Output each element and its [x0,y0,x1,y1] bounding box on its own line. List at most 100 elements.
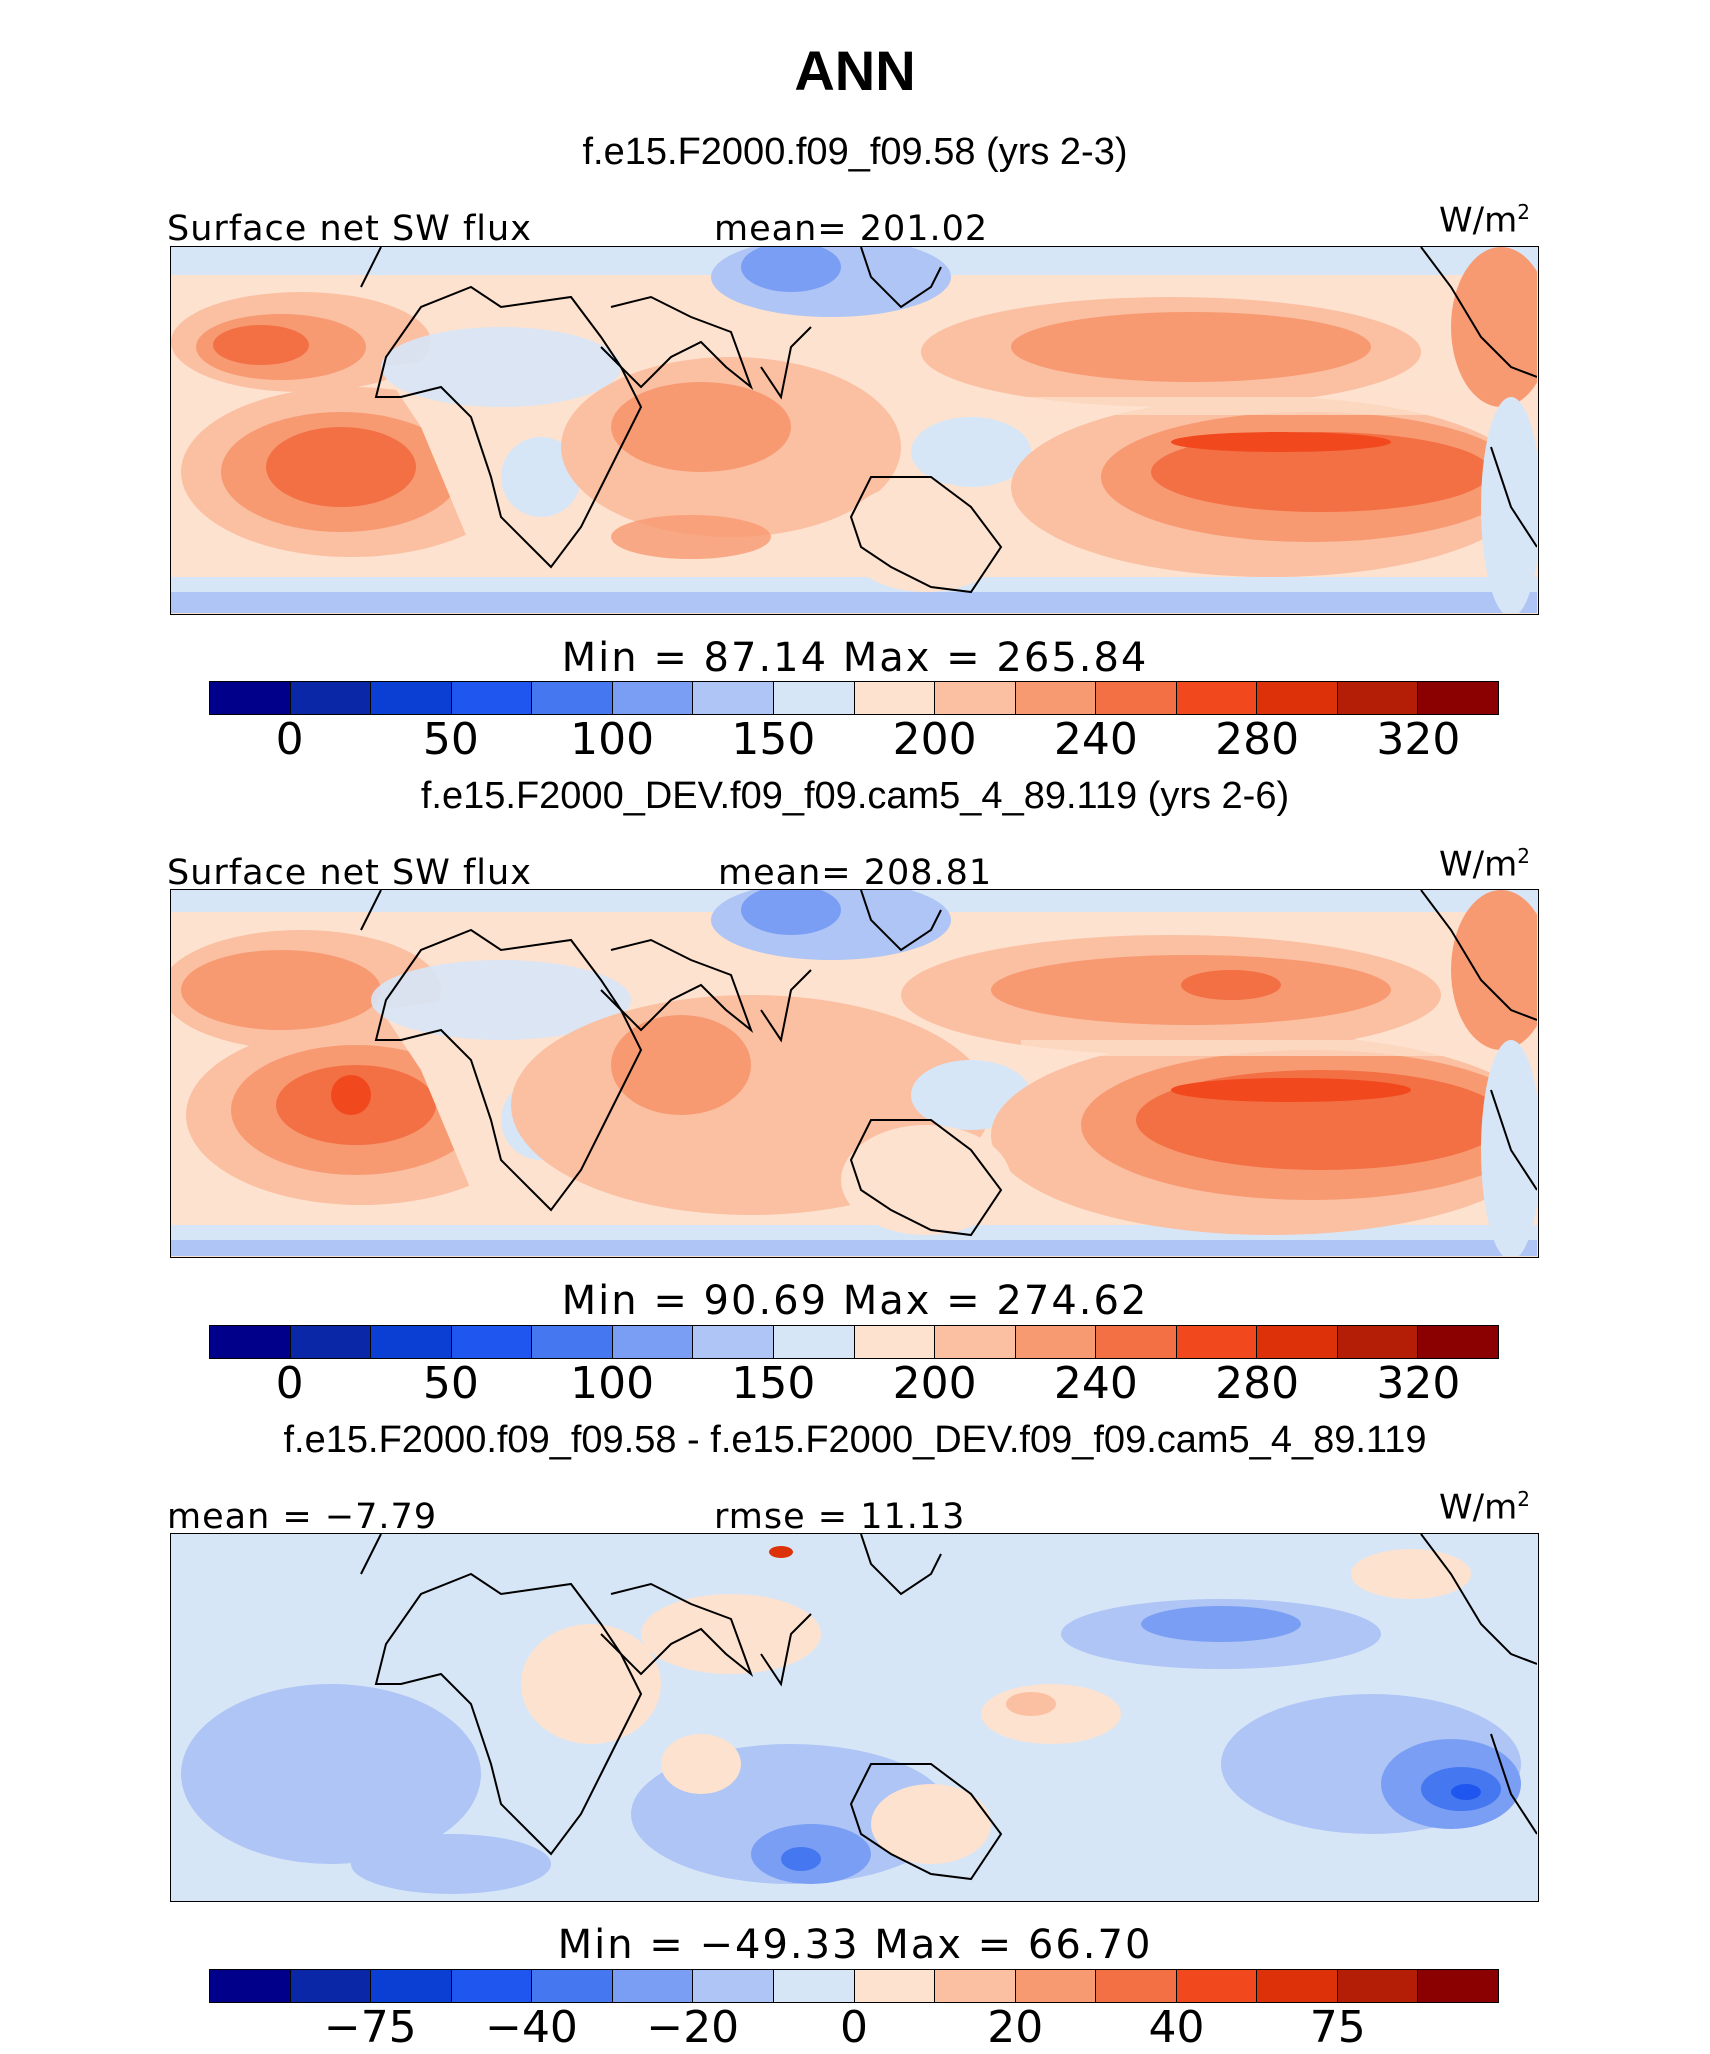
panel-1-variable-label: Surface net SW flux [167,209,532,249]
colorbar-swatch [1257,682,1338,714]
colorbar-swatch [854,682,936,714]
colorbar-swatch [612,682,694,714]
colorbar-swatch [210,682,291,714]
colorbar-swatch [210,1326,291,1358]
panel-1-minmax: Min = 87.14 Max = 265.84 [561,635,1149,681]
colorbar-swatch [1337,1326,1419,1358]
panel-2-colorbar [209,1325,1499,1359]
panel-2-map [170,889,1539,1258]
colorbar-swatch [693,1970,774,2002]
colorbar-swatch [1015,682,1097,714]
colorbar-swatch [693,1326,774,1358]
colorbar-swatch [451,1326,533,1358]
colorbar-swatch [1096,682,1177,714]
colorbar-swatch [854,1970,936,2002]
colorbar-tick-label: 100 [570,714,655,765]
colorbar-swatch [1418,1326,1498,1358]
panel-1-contour-map [171,247,1537,613]
colorbar-tick-label: 40 [1148,2002,1205,2053]
colorbar-tick-label: 75 [1309,2002,1366,2053]
panel-3-mean-label: mean = −7.79 [167,1497,438,1537]
panel-1-colorbar [209,681,1499,715]
colorbar-swatch [1418,682,1498,714]
colorbar-swatch [1257,1970,1338,2002]
panel-1-mean-label: mean= 201.02 [714,209,989,249]
colorbar-swatch [773,1970,855,2002]
colorbar-swatch [532,682,613,714]
colorbar-swatch [1176,1326,1258,1358]
colorbar-tick-label: 240 [1053,714,1138,765]
colorbar-swatch [290,1326,372,1358]
colorbar-swatch [1015,1970,1097,2002]
colorbar-swatch [935,1326,1016,1358]
colorbar-swatch [1418,1970,1498,2002]
colorbar-tick-label: 50 [422,1358,479,1409]
colorbar-swatch [290,682,372,714]
colorbar-tick-label: 50 [422,714,479,765]
colorbar-tick-label: −40 [485,2002,578,2053]
colorbar-swatch [612,1326,694,1358]
colorbar-tick-label: 280 [1215,714,1300,765]
colorbar-swatch [1176,682,1258,714]
colorbar-swatch [935,1970,1016,2002]
panel-2-minmax: Min = 90.69 Max = 274.62 [561,1278,1149,1324]
colorbar-swatch [371,1970,452,2002]
panel-3-minmax: Min = −49.33 Max = 66.70 [557,1922,1153,1968]
colorbar-swatch [612,1970,694,2002]
colorbar-swatch [532,1326,613,1358]
colorbar-swatch [773,1326,855,1358]
panel-2-contour-map [171,890,1537,1256]
colorbar-tick-label: 200 [892,1358,977,1409]
colorbar-swatch [693,682,774,714]
colorbar-tick-label: 320 [1376,714,1461,765]
panel-1-map [170,246,1539,615]
panel-3-case-title: f.e15.F2000.f09_f09.58 - f.e15.F2000_DEV… [283,1419,1427,1461]
panel-1-units: W/m2 [1439,200,1530,241]
colorbar-tick-label: −20 [646,2002,740,2053]
colorbar-tick-label: 150 [731,714,816,765]
colorbar-tick-label: 280 [1215,1358,1300,1409]
colorbar-tick-label: 20 [987,2002,1044,2053]
panel-2-units: W/m2 [1439,844,1530,885]
colorbar-swatch [371,1326,452,1358]
panel-2-case-title: f.e15.F2000_DEV.f09_f09.cam5_4_89.119 (y… [420,775,1290,817]
colorbar-swatch [854,1326,936,1358]
colorbar-swatch [1337,1970,1419,2002]
colorbar-tick-label: 320 [1376,1358,1461,1409]
colorbar-swatch [1096,1970,1177,2002]
colorbar-swatch [1337,682,1419,714]
panel-1-case-title: f.e15.F2000.f09_f09.58 (yrs 2-3) [582,131,1128,173]
panel-3-colorbar [209,1969,1499,2003]
colorbar-tick-label: 0 [840,2002,868,2053]
colorbar-swatch [532,1970,613,2002]
colorbar-swatch [451,682,533,714]
colorbar-tick-label: 240 [1053,1358,1138,1409]
panel-3-units: W/m2 [1439,1487,1530,1528]
panel-2-variable-label: Surface net SW flux [167,853,532,893]
figure-title: ANN [794,39,916,102]
colorbar-swatch [935,682,1016,714]
colorbar-swatch [210,1970,291,2002]
panel-3-map [170,1533,1539,1902]
panel-3-contour-map [171,1534,1537,1900]
colorbar-swatch [1257,1326,1338,1358]
colorbar-swatch [1176,1970,1258,2002]
colorbar-swatch [1015,1326,1097,1358]
colorbar-tick-label: 150 [731,1358,816,1409]
colorbar-swatch [290,1970,372,2002]
panel-2-colorbar-ticks: 0 50 100 150 200 240 280 320 [0,1362,1710,1410]
colorbar-swatch [1096,1326,1177,1358]
panel-1-colorbar-ticks: 0 50 100 150 200 240 280 320 [0,718,1710,766]
colorbar-tick-label: −75 [323,2002,417,2053]
colorbar-swatch [773,682,855,714]
colorbar-tick-label: 100 [570,1358,655,1409]
colorbar-tick-label: 0 [275,1358,304,1409]
colorbar-tick-label: 200 [892,714,977,765]
panel-3-colorbar-ticks: −75 −40 −20 0 20 40 75 [0,2006,1710,2054]
colorbar-tick-label: 0 [275,714,304,765]
panel-3-rmse-label: rmse = 11.13 [714,1497,966,1537]
colorbar-swatch [451,1970,533,2002]
colorbar-swatch [371,682,452,714]
panel-2-mean-label: mean= 208.81 [718,853,993,893]
